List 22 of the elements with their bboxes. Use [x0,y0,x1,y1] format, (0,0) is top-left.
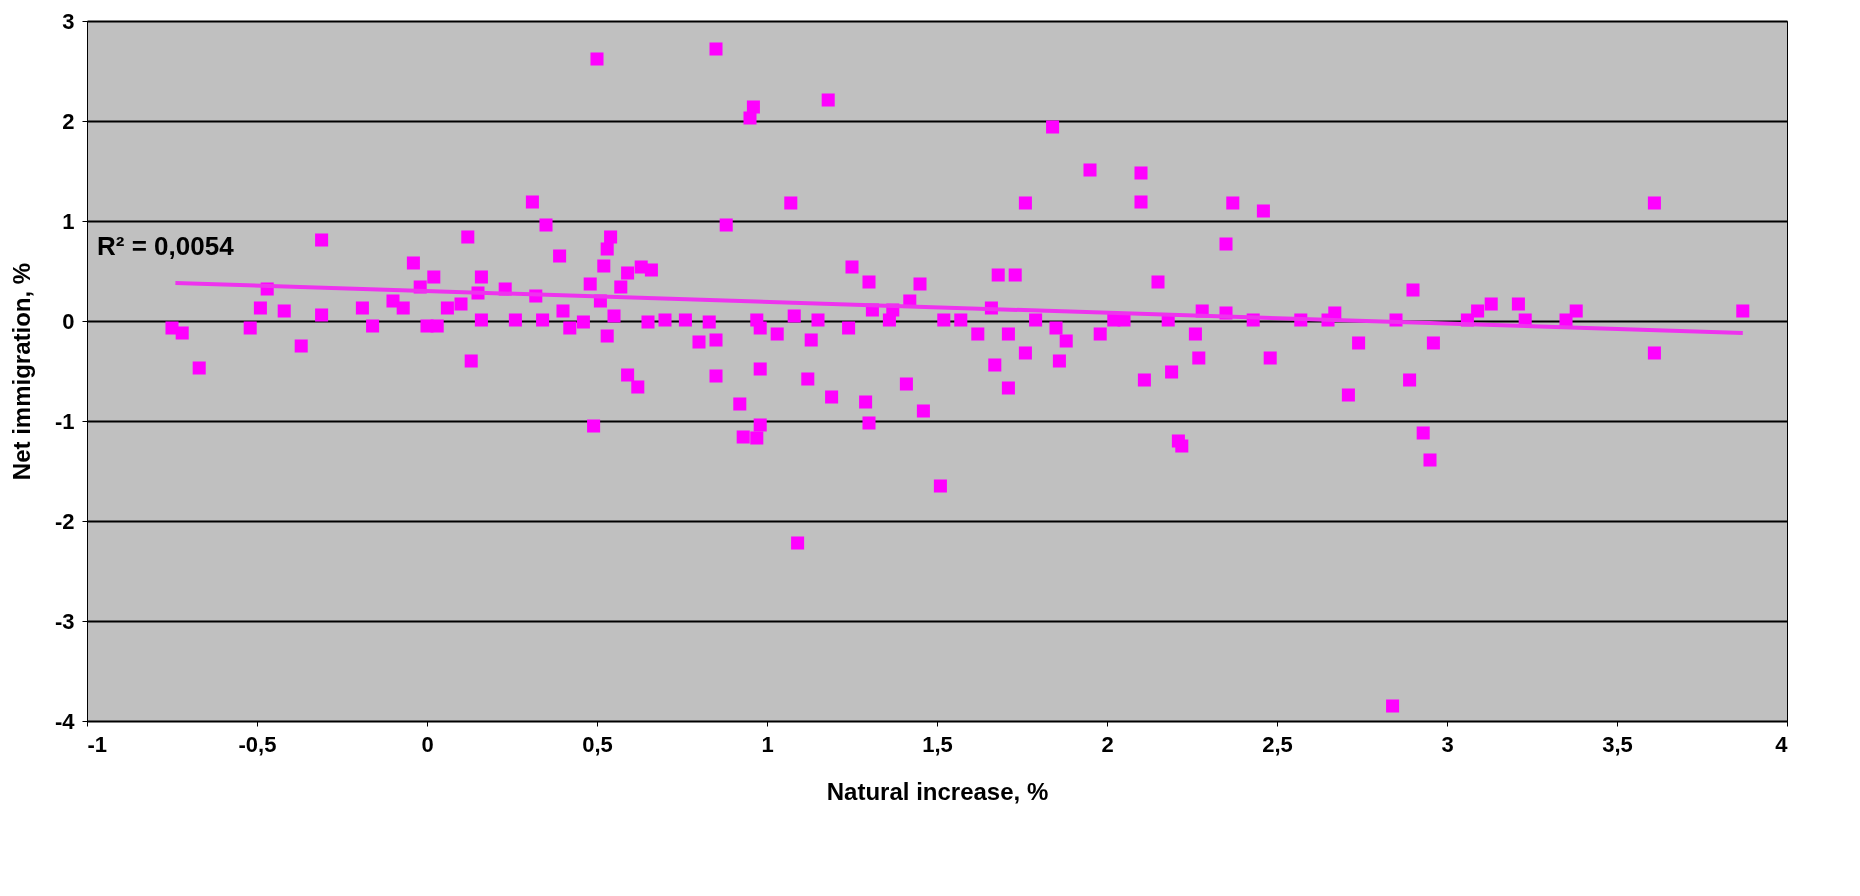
x-tick-label: 0 [421,731,434,757]
y-axis-title: Net immigration, % [7,262,35,481]
y-tick-label: 1 [62,208,75,234]
y-tick-label: 3 [62,8,75,34]
x-tick-label: 0,5 [582,731,613,757]
x-tick-label: -0,5 [238,731,277,757]
y-tick-label: 2 [62,108,75,134]
x-tick-label: 2 [1101,731,1114,757]
x-axis-title: Natural increase, % [826,777,1049,805]
y-tick-label: -2 [54,508,75,534]
annotation: R² = 0,0054 [97,231,235,261]
x-tick-label: 1 [761,731,774,757]
x-tick-label: -1 [87,731,108,757]
x-tick-label: 3 [1441,731,1454,757]
y-tick-label: -4 [54,708,76,734]
x-tick-label: 4 [1775,731,1789,757]
y-tick-label: 0 [62,308,75,334]
x-tick-label: 1,5 [922,731,953,757]
y-tick-label: -1 [54,408,75,434]
y-tick-label: -3 [54,608,75,634]
x-tick-label: 3,5 [1602,731,1633,757]
x-tick-label: 2,5 [1262,731,1293,757]
